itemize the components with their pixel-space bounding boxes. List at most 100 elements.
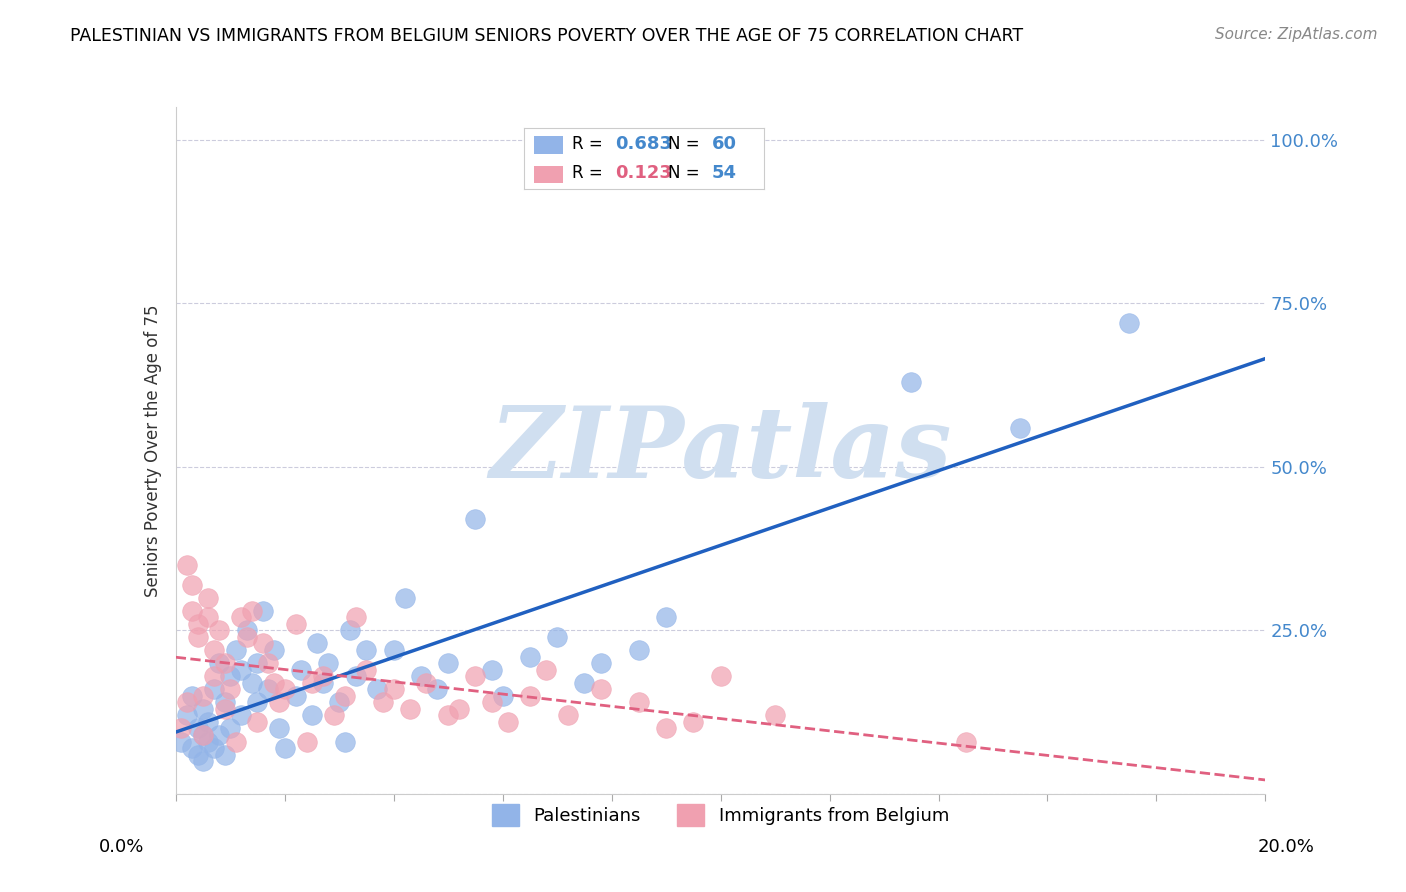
Point (382, 682, 405, 697)
Point (464, 669, 486, 683)
Point (176, 708, 198, 723)
Point (186, 722, 209, 736)
Point (170, 722, 193, 736)
Text: N =: N = (668, 164, 700, 182)
Text: 0.123: 0.123 (616, 164, 672, 182)
Point (382, 643, 405, 657)
Point (235, 630, 257, 644)
Point (208, 728, 231, 742)
Point (900, 375, 922, 389)
Point (252, 636, 274, 650)
Point (356, 663, 378, 677)
Point (202, 682, 225, 697)
Point (415, 675, 437, 690)
Text: Source: ZipAtlas.com: Source: ZipAtlas.com (1215, 27, 1378, 42)
Point (240, 675, 263, 690)
Point (219, 722, 242, 736)
Text: 54: 54 (711, 164, 737, 182)
Point (181, 604, 204, 618)
Point (257, 682, 280, 697)
Point (682, 714, 704, 729)
Point (176, 695, 198, 709)
Point (186, 630, 209, 644)
Point (328, 695, 350, 709)
Text: R =: R = (572, 164, 603, 182)
Point (496, 714, 519, 729)
Point (1010, 420, 1032, 434)
Point (437, 708, 460, 723)
Point (191, 702, 214, 716)
Point (181, 741, 204, 756)
Point (186, 747, 209, 762)
Point (246, 714, 269, 729)
Point (318, 656, 340, 670)
Point (356, 643, 378, 657)
Point (214, 702, 236, 716)
Point (589, 682, 612, 697)
Point (235, 624, 257, 638)
Point (307, 636, 329, 650)
Point (219, 682, 242, 697)
Point (557, 708, 579, 723)
Text: N =: N = (668, 136, 700, 153)
Point (208, 624, 231, 638)
Point (437, 656, 460, 670)
Point (301, 675, 323, 690)
Point (312, 675, 335, 690)
Point (202, 741, 225, 756)
Point (312, 669, 335, 683)
Point (191, 754, 214, 768)
Point (246, 656, 269, 670)
Point (627, 643, 650, 657)
Point (214, 747, 236, 762)
Point (240, 604, 263, 618)
Point (301, 708, 323, 723)
Point (263, 675, 285, 690)
Point (197, 714, 219, 729)
Point (191, 728, 214, 742)
Point (191, 689, 214, 703)
Text: R =: R = (572, 136, 603, 153)
Point (763, 708, 786, 723)
Point (409, 669, 432, 683)
Point (208, 656, 231, 670)
Point (225, 734, 247, 748)
Text: 60: 60 (711, 136, 737, 153)
Point (274, 682, 297, 697)
Point (464, 512, 486, 526)
Point (1118, 316, 1140, 330)
Point (333, 734, 356, 748)
Point (371, 695, 394, 709)
Point (219, 669, 242, 683)
Point (181, 577, 204, 591)
Point (176, 558, 198, 572)
Point (333, 689, 356, 703)
Point (519, 689, 541, 703)
Point (202, 669, 225, 683)
Text: PALESTINIAN VS IMMIGRANTS FROM BELGIUM SENIORS POVERTY OVER THE AGE OF 75 CORREL: PALESTINIAN VS IMMIGRANTS FROM BELGIUM S… (70, 27, 1024, 45)
Point (197, 610, 219, 624)
Point (214, 656, 236, 670)
Point (394, 591, 416, 605)
Point (481, 663, 503, 677)
Point (339, 624, 361, 638)
Point (197, 591, 219, 605)
Point (447, 702, 470, 716)
Point (955, 734, 977, 748)
Point (269, 722, 291, 736)
Point (284, 689, 307, 703)
Point (284, 616, 307, 631)
Point (191, 728, 214, 742)
Point (295, 734, 318, 748)
Text: 0.683: 0.683 (616, 136, 672, 153)
FancyBboxPatch shape (534, 166, 562, 183)
Text: 20.0%: 20.0% (1258, 838, 1315, 855)
Text: ZIPatlas: ZIPatlas (489, 402, 952, 499)
Point (322, 708, 344, 723)
Point (492, 689, 515, 703)
Point (186, 616, 209, 631)
Point (231, 663, 253, 677)
Point (225, 643, 247, 657)
Point (366, 682, 388, 697)
Point (269, 695, 291, 709)
